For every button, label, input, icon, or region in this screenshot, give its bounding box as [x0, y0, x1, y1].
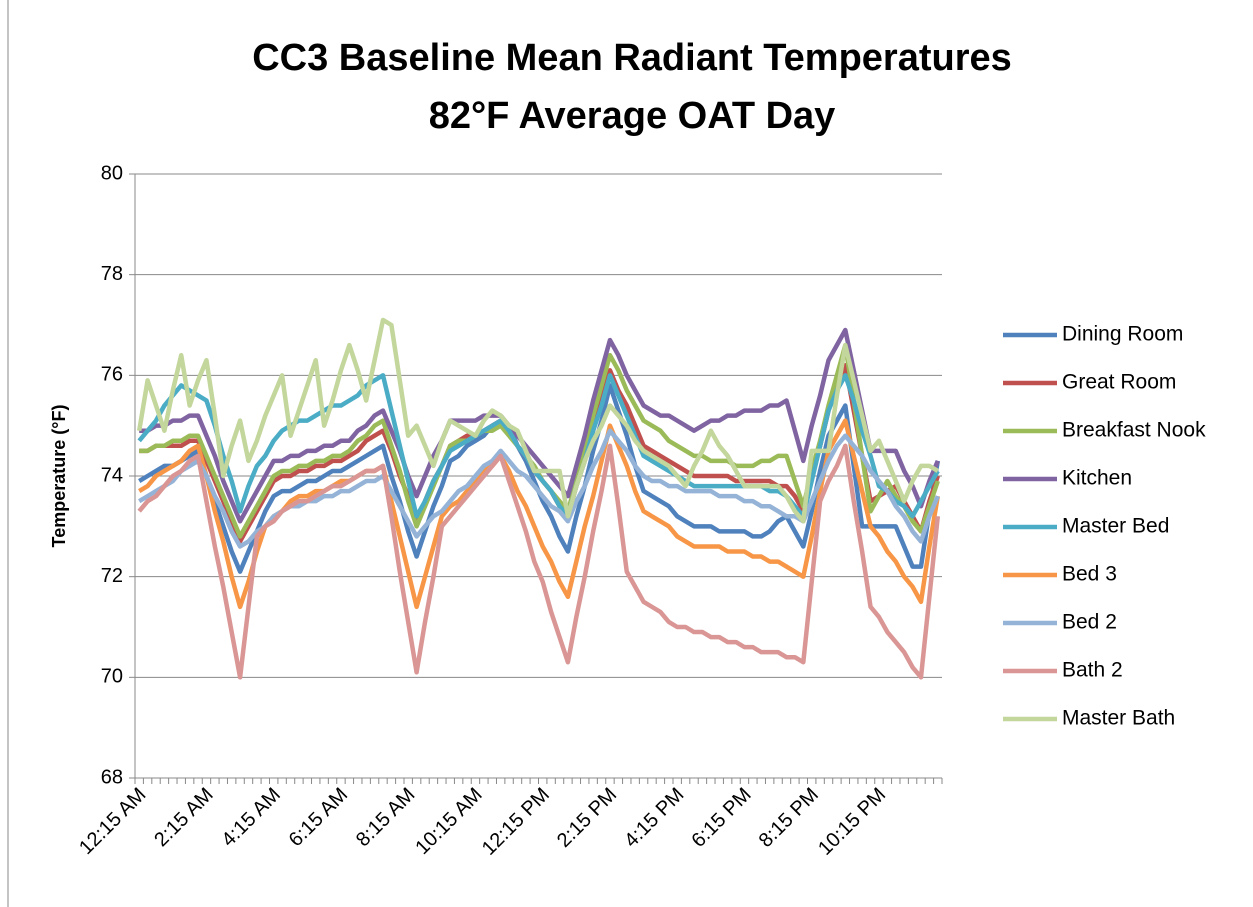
- y-axis-title: Temperature (°F): [49, 405, 69, 548]
- legend-label: Master Bed: [1062, 515, 1169, 538]
- y-tick-label: 68: [101, 766, 123, 788]
- series-line: [136, 317, 939, 524]
- chart-title: CC3 Baseline Mean Radiant Temperatures: [252, 37, 1012, 79]
- series-line: [139, 327, 940, 524]
- series-line: [137, 443, 941, 680]
- y-tick-label: 72: [101, 565, 123, 587]
- chart-subtitle: 82°F Average OAT Day: [429, 95, 836, 137]
- legend-label: Bath 2: [1062, 659, 1123, 682]
- legend-label: Dining Room: [1062, 323, 1183, 346]
- y-tick-label: 76: [101, 364, 123, 386]
- legend-label: Bed 3: [1062, 563, 1117, 586]
- y-tick-label: 70: [101, 666, 123, 688]
- legend-label: Bed 2: [1062, 611, 1117, 634]
- legend-label: Kitchen: [1062, 467, 1132, 490]
- legend-label: Master Bath: [1062, 707, 1175, 730]
- y-tick-label: 80: [101, 162, 123, 184]
- y-tick-label: 74: [101, 464, 123, 486]
- y-tick-label: 78: [101, 263, 123, 285]
- legend-label: Great Room: [1062, 371, 1176, 394]
- legend-label: Breakfast Nook: [1062, 419, 1206, 442]
